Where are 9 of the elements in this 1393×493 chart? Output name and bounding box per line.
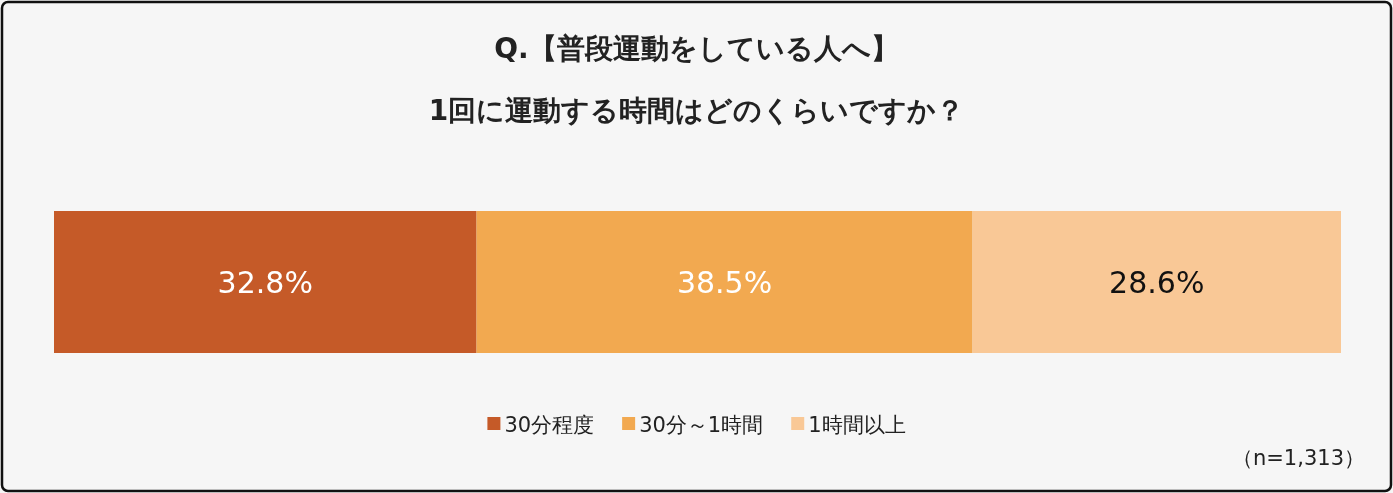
data-label: 38.5%	[676, 265, 773, 300]
legend-label: 30分～1時間	[639, 413, 764, 437]
data-label: 28.6%	[1109, 265, 1205, 300]
legend-label: 1時間以上	[808, 413, 906, 437]
data-label: 32.8%	[217, 265, 313, 300]
legend-label: 30分程度	[504, 413, 595, 437]
chart-subtitle: 1回に運動する時間はどのくらいですか？	[428, 94, 965, 127]
chart-title: Q.【普段運動をしている人へ】	[494, 32, 899, 65]
text: （n=1,313）	[1231, 446, 1365, 470]
